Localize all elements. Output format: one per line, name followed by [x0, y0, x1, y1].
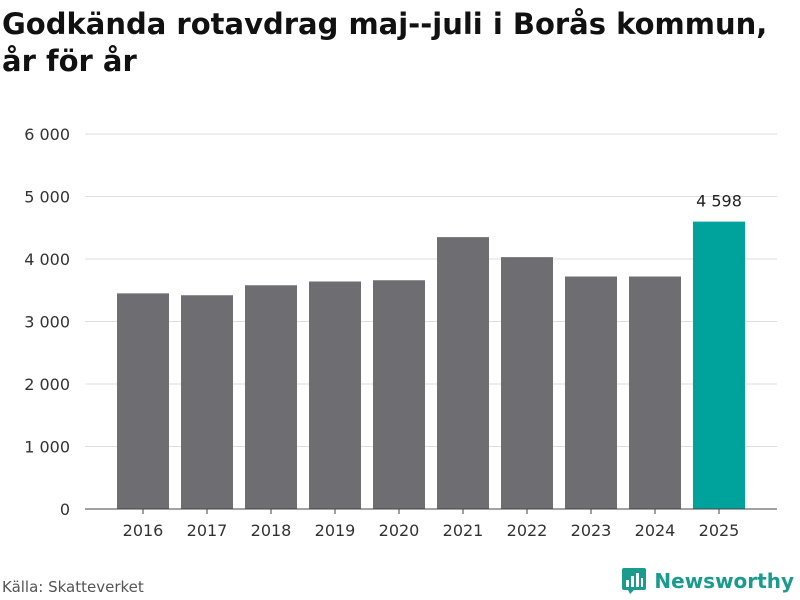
- x-tick-label: 2025: [699, 521, 740, 540]
- x-tick-label: 2017: [187, 521, 228, 540]
- bar-2016: [117, 293, 169, 509]
- x-tick-label: 2024: [635, 521, 676, 540]
- bar-2020: [373, 280, 425, 509]
- source-note: Källa: Skatteverket: [2, 578, 144, 596]
- y-tick-label: 4 000: [24, 250, 70, 269]
- bar-2022: [501, 257, 553, 509]
- brand-logo: Newsworthy: [622, 568, 794, 594]
- x-tick-label: 2019: [315, 521, 356, 540]
- y-tick-label: 3 000: [24, 313, 70, 332]
- x-tick-label: 2020: [379, 521, 420, 540]
- y-tick-label: 2 000: [24, 375, 70, 394]
- brand-name: Newsworthy: [654, 569, 794, 593]
- x-axis: 2016 2017 2018 2019 2020 2021 2022 2023 2024 2025: [85, 508, 777, 540]
- bar-2025: [693, 221, 745, 509]
- x-tick-label: 2021: [443, 521, 484, 540]
- y-tick-label: 5 000: [24, 188, 70, 207]
- x-tick-label: 2018: [251, 521, 292, 540]
- y-tick-label: 0: [60, 500, 70, 519]
- bar-2019: [309, 281, 361, 509]
- y-tick-label: 6 000: [24, 125, 70, 144]
- x-tick-label: 2022: [507, 521, 548, 540]
- data-labels: 4 598: [696, 192, 742, 211]
- bar-chart: 0 1 000 2 000 3 000 4 000 5 000 6 000 2016 2017…: [24, 125, 777, 540]
- bar-chart-icon: [622, 568, 647, 594]
- bars: [117, 221, 745, 509]
- bar-2018: [245, 285, 297, 509]
- x-tick-label: 2016: [123, 521, 164, 540]
- y-tick-label: 1 000: [24, 438, 70, 457]
- highlight-value-label: 4 598: [696, 192, 742, 211]
- bar-2023: [565, 276, 617, 509]
- bar-2017: [181, 295, 233, 509]
- y-axis: 0 1 000 2 000 3 000 4 000 5 000 6 000: [24, 125, 70, 519]
- bar-2024: [629, 276, 681, 509]
- x-tick-label: 2023: [571, 521, 612, 540]
- bar-2021: [437, 237, 489, 509]
- chart-title: Godkända rotavdrag maj--juli i Borås kom…: [2, 7, 768, 78]
